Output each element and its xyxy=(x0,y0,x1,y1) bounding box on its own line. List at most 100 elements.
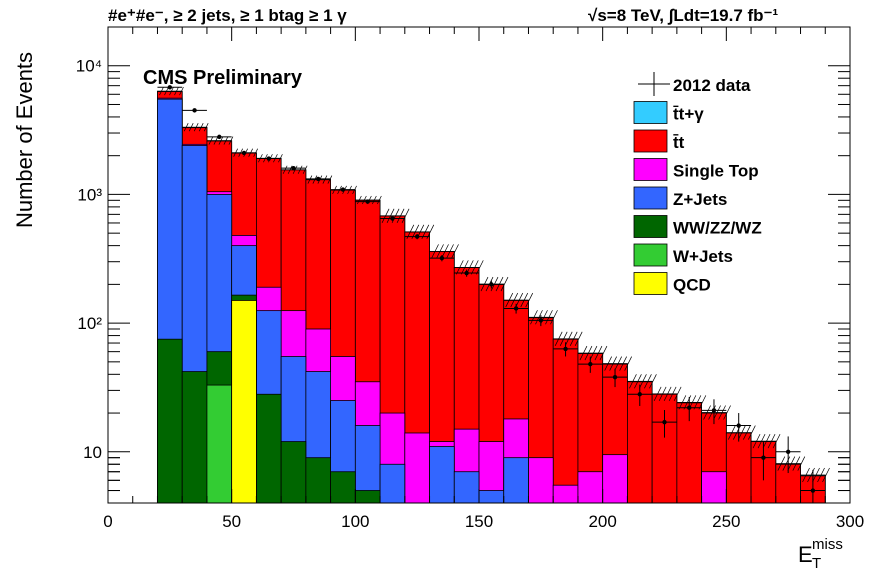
data-point-16 xyxy=(563,346,568,352)
x-tick-label-300: 300 xyxy=(836,512,864,531)
uncertainty-hatch-1 xyxy=(188,123,194,132)
legend-swatch-single-top xyxy=(633,158,668,181)
data-point-11 xyxy=(439,255,445,261)
uncertainty-hatch-25 xyxy=(792,456,801,471)
uncertainty-hatch-0 xyxy=(159,86,164,96)
uncertainty-hatch-5 xyxy=(302,165,308,174)
bar-w-jets-2 xyxy=(206,384,233,504)
uncertainty-hatch-21 xyxy=(693,395,702,410)
data-point-1 xyxy=(192,108,197,113)
uncertainty-hatch-18 xyxy=(619,356,627,371)
legend-label-z-jets: Z+Jets xyxy=(673,190,727,209)
bar-ww-zz-wz-6 xyxy=(305,457,332,504)
uncertainty-hatch-26 xyxy=(802,467,810,483)
uncertainty-hatch-26 xyxy=(812,467,820,483)
bar-qcd-3 xyxy=(231,300,257,504)
data-point-10 xyxy=(414,234,420,239)
data-point-25 xyxy=(785,449,791,454)
uncertainty-hatch-2 xyxy=(208,136,214,145)
data-point-14 xyxy=(513,306,519,311)
uncertainty-hatch-2 xyxy=(223,136,229,145)
bar-ww-zz-wz-7 xyxy=(330,471,356,504)
uncertainty-hatch-9 xyxy=(396,208,405,223)
uncertainty-hatch-17 xyxy=(584,345,593,361)
uncertainty-hatch-12 xyxy=(470,260,479,275)
header-left: #e⁺#e⁻, ≥ 2 jets, ≥ 1 btag ≥ 1 γ xyxy=(108,6,347,25)
uncertainty-hatch-9 xyxy=(386,208,395,223)
x-axis-label-main: E xyxy=(798,542,813,567)
uncertainty-hatch-16 xyxy=(564,331,573,346)
uncertainty-hatch-19 xyxy=(629,374,637,389)
uncertainty-hatch-2 xyxy=(218,136,224,145)
uncertainty-hatch-0 xyxy=(179,86,184,96)
data-point-6 xyxy=(316,176,321,182)
uncertainty-hatch-24 xyxy=(762,433,771,449)
uncertainty-hatch-23 xyxy=(738,425,746,440)
chart-title: CMS Preliminary xyxy=(143,67,303,89)
bar-single-top-16 xyxy=(552,484,579,504)
uncertainty-hatch-9 xyxy=(381,208,390,223)
uncertainty-hatch-12 xyxy=(475,260,484,275)
uncertainty-hatch-21 xyxy=(678,395,687,410)
legend-swatch-w-jets xyxy=(633,243,668,267)
uncertainty-hatch-16 xyxy=(574,331,583,346)
uncertainty-hatch-14 xyxy=(525,292,534,308)
uncertainty-hatch-23 xyxy=(748,425,756,440)
bar-z-jets-14 xyxy=(503,457,529,504)
uncertainty-hatch-18 xyxy=(614,356,622,371)
uncertainty-hatch-23 xyxy=(728,425,736,440)
bar-z-jets-13 xyxy=(478,490,505,504)
legend-label-t-t: t̄t xyxy=(673,133,685,152)
legend-label-qcd: QCD xyxy=(673,276,711,295)
bar-ww-zz-wz-4 xyxy=(255,393,282,504)
uncertainty-hatch-20 xyxy=(673,386,682,402)
data-point-15 xyxy=(538,318,544,323)
uncertainty-hatch-15 xyxy=(530,310,538,325)
uncertainty-hatch-16 xyxy=(559,331,568,346)
y-axis-label: Number of Events xyxy=(12,52,37,228)
uncertainty-hatch-1 xyxy=(193,123,199,132)
uncertainty-hatch-16 xyxy=(554,331,563,346)
legend-label-single-top: Single Top xyxy=(673,162,759,181)
uncertainty-hatch-20 xyxy=(663,386,672,402)
y-tick-label-10: 10 xyxy=(83,443,102,462)
x-tick-label-250: 250 xyxy=(712,512,740,531)
uncertainty-hatch-2 xyxy=(213,136,219,145)
uncertainty-hatch-6 xyxy=(312,175,318,184)
bar-ww-zz-wz-0 xyxy=(157,338,183,504)
data-points xyxy=(157,85,826,503)
uncertainty-hatch-9 xyxy=(401,208,410,223)
x-axis-label-sub: T xyxy=(812,555,821,572)
uncertainty-hatch-18 xyxy=(604,356,612,371)
data-point-4 xyxy=(266,156,271,161)
x-tick-label-100: 100 xyxy=(341,512,369,531)
y-tick-label-10000: 10⁴ xyxy=(76,57,102,76)
data-point-18 xyxy=(612,374,618,380)
legend-label-t-t-: t̄t+γ xyxy=(673,105,704,124)
bar-single-top-17 xyxy=(577,471,604,504)
uncertainty-hatch-25 xyxy=(777,456,786,471)
uncertainty-hatch-6 xyxy=(307,175,313,184)
bar-z-jets-12 xyxy=(453,471,480,504)
uncertainty-hatch-25 xyxy=(787,456,796,471)
data-point-19 xyxy=(637,392,642,397)
uncertainty-hatch-22 xyxy=(718,405,726,420)
legend-swatch-t-t xyxy=(633,129,668,153)
uncertainty-hatch-11 xyxy=(446,244,454,259)
uncertainty-hatch-17 xyxy=(594,345,603,361)
bar-single-top-10 xyxy=(404,432,430,504)
uncertainty-hatch-22 xyxy=(723,405,731,420)
bar-single-top-22 xyxy=(701,471,727,504)
data-point-20 xyxy=(662,419,667,425)
data-point-2 xyxy=(217,134,222,140)
uncertainty-hatch-24 xyxy=(757,433,766,449)
legend-label-w-jets: W+Jets xyxy=(673,247,733,266)
uncertainty-hatch-11 xyxy=(441,244,449,259)
uncertainty-hatch-12 xyxy=(460,260,469,275)
uncertainty-hatch-2 xyxy=(228,136,234,145)
uncertainty-hatch-20 xyxy=(653,386,662,402)
legend: 2012 data t̄t+γ t̄t Single Top Z+Jets WW/ZZ/W… xyxy=(633,72,762,295)
bar-z-jets-11 xyxy=(429,446,455,504)
histogram-bars xyxy=(157,90,826,504)
bar-single-top-18 xyxy=(602,454,628,504)
